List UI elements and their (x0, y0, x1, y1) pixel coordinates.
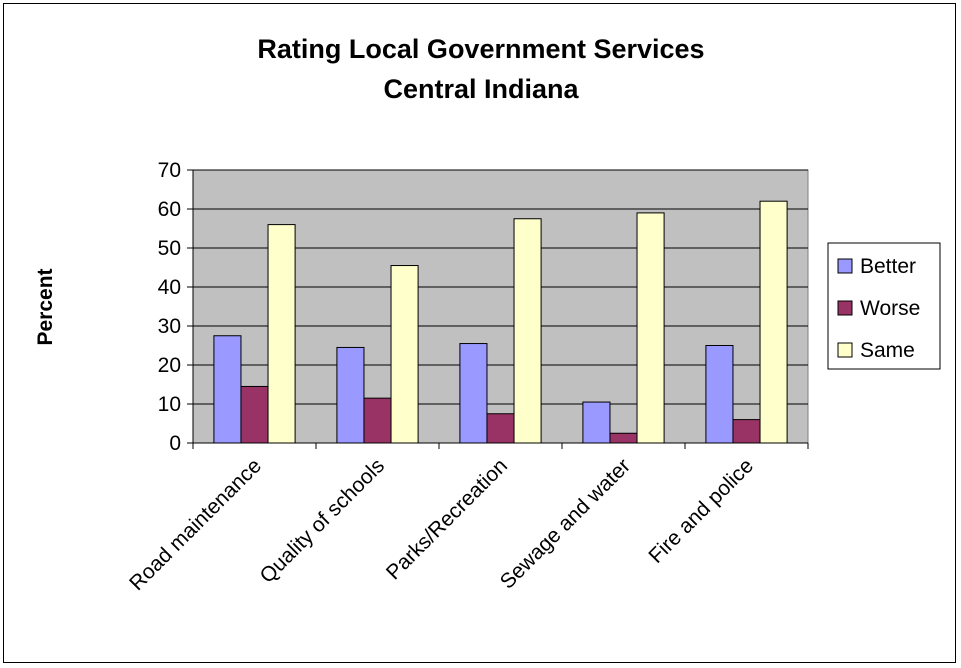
bar-same-1 (390, 265, 419, 444)
bar-worse-3 (609, 432, 638, 444)
legend-swatch-same (837, 342, 853, 358)
y-tick-labels: 0 10 20 30 40 50 60 70 (158, 159, 181, 455)
y-tick-label: 20 (158, 354, 181, 377)
legend-swatch-better (837, 258, 853, 274)
y-axis-label: Percent (34, 268, 57, 345)
bar-same-3 (636, 212, 665, 444)
bar-same-2 (513, 218, 542, 444)
y-tick-label: 40 (158, 276, 181, 299)
legend-label-better: Better (860, 255, 916, 278)
legend: Better Worse Same (827, 242, 941, 370)
y-tick-label: 70 (158, 159, 181, 182)
y-tick-label: 30 (158, 315, 181, 338)
y-tick-label: 50 (158, 237, 181, 260)
bar-better-1 (336, 346, 365, 444)
chart-title-line-1: Rating Local Government Services (257, 34, 704, 64)
bar-worse-2 (486, 413, 515, 444)
bar-better-3 (582, 401, 611, 444)
bar-same-4 (759, 200, 788, 444)
bar-worse-1 (363, 397, 392, 444)
legend-swatch-worse (837, 300, 853, 316)
chart-title-line-2: Central Indiana (383, 74, 579, 104)
bar-worse-0 (240, 385, 269, 444)
y-tick-label: 60 (158, 198, 181, 221)
x-tick-label: Quality of schools (256, 454, 389, 587)
y-tick-label: 10 (158, 393, 181, 416)
bar-worse-4 (732, 419, 761, 444)
x-tick-label: Fire and police (644, 454, 758, 568)
x-tick-label: Sewage and water (496, 454, 635, 593)
bar-better-0 (213, 335, 242, 444)
legend-label-same: Same (860, 339, 915, 362)
x-tick-label: Road maintenance (125, 454, 266, 595)
x-tick-label: Parks/Recreation (382, 454, 512, 584)
legend-label-worse: Worse (860, 297, 920, 320)
axes (187, 169, 809, 449)
bar-better-2 (459, 343, 488, 444)
bar-better-4 (705, 345, 734, 444)
y-tick-label: 0 (169, 432, 181, 455)
bars (213, 200, 788, 444)
bar-same-0 (267, 224, 296, 444)
